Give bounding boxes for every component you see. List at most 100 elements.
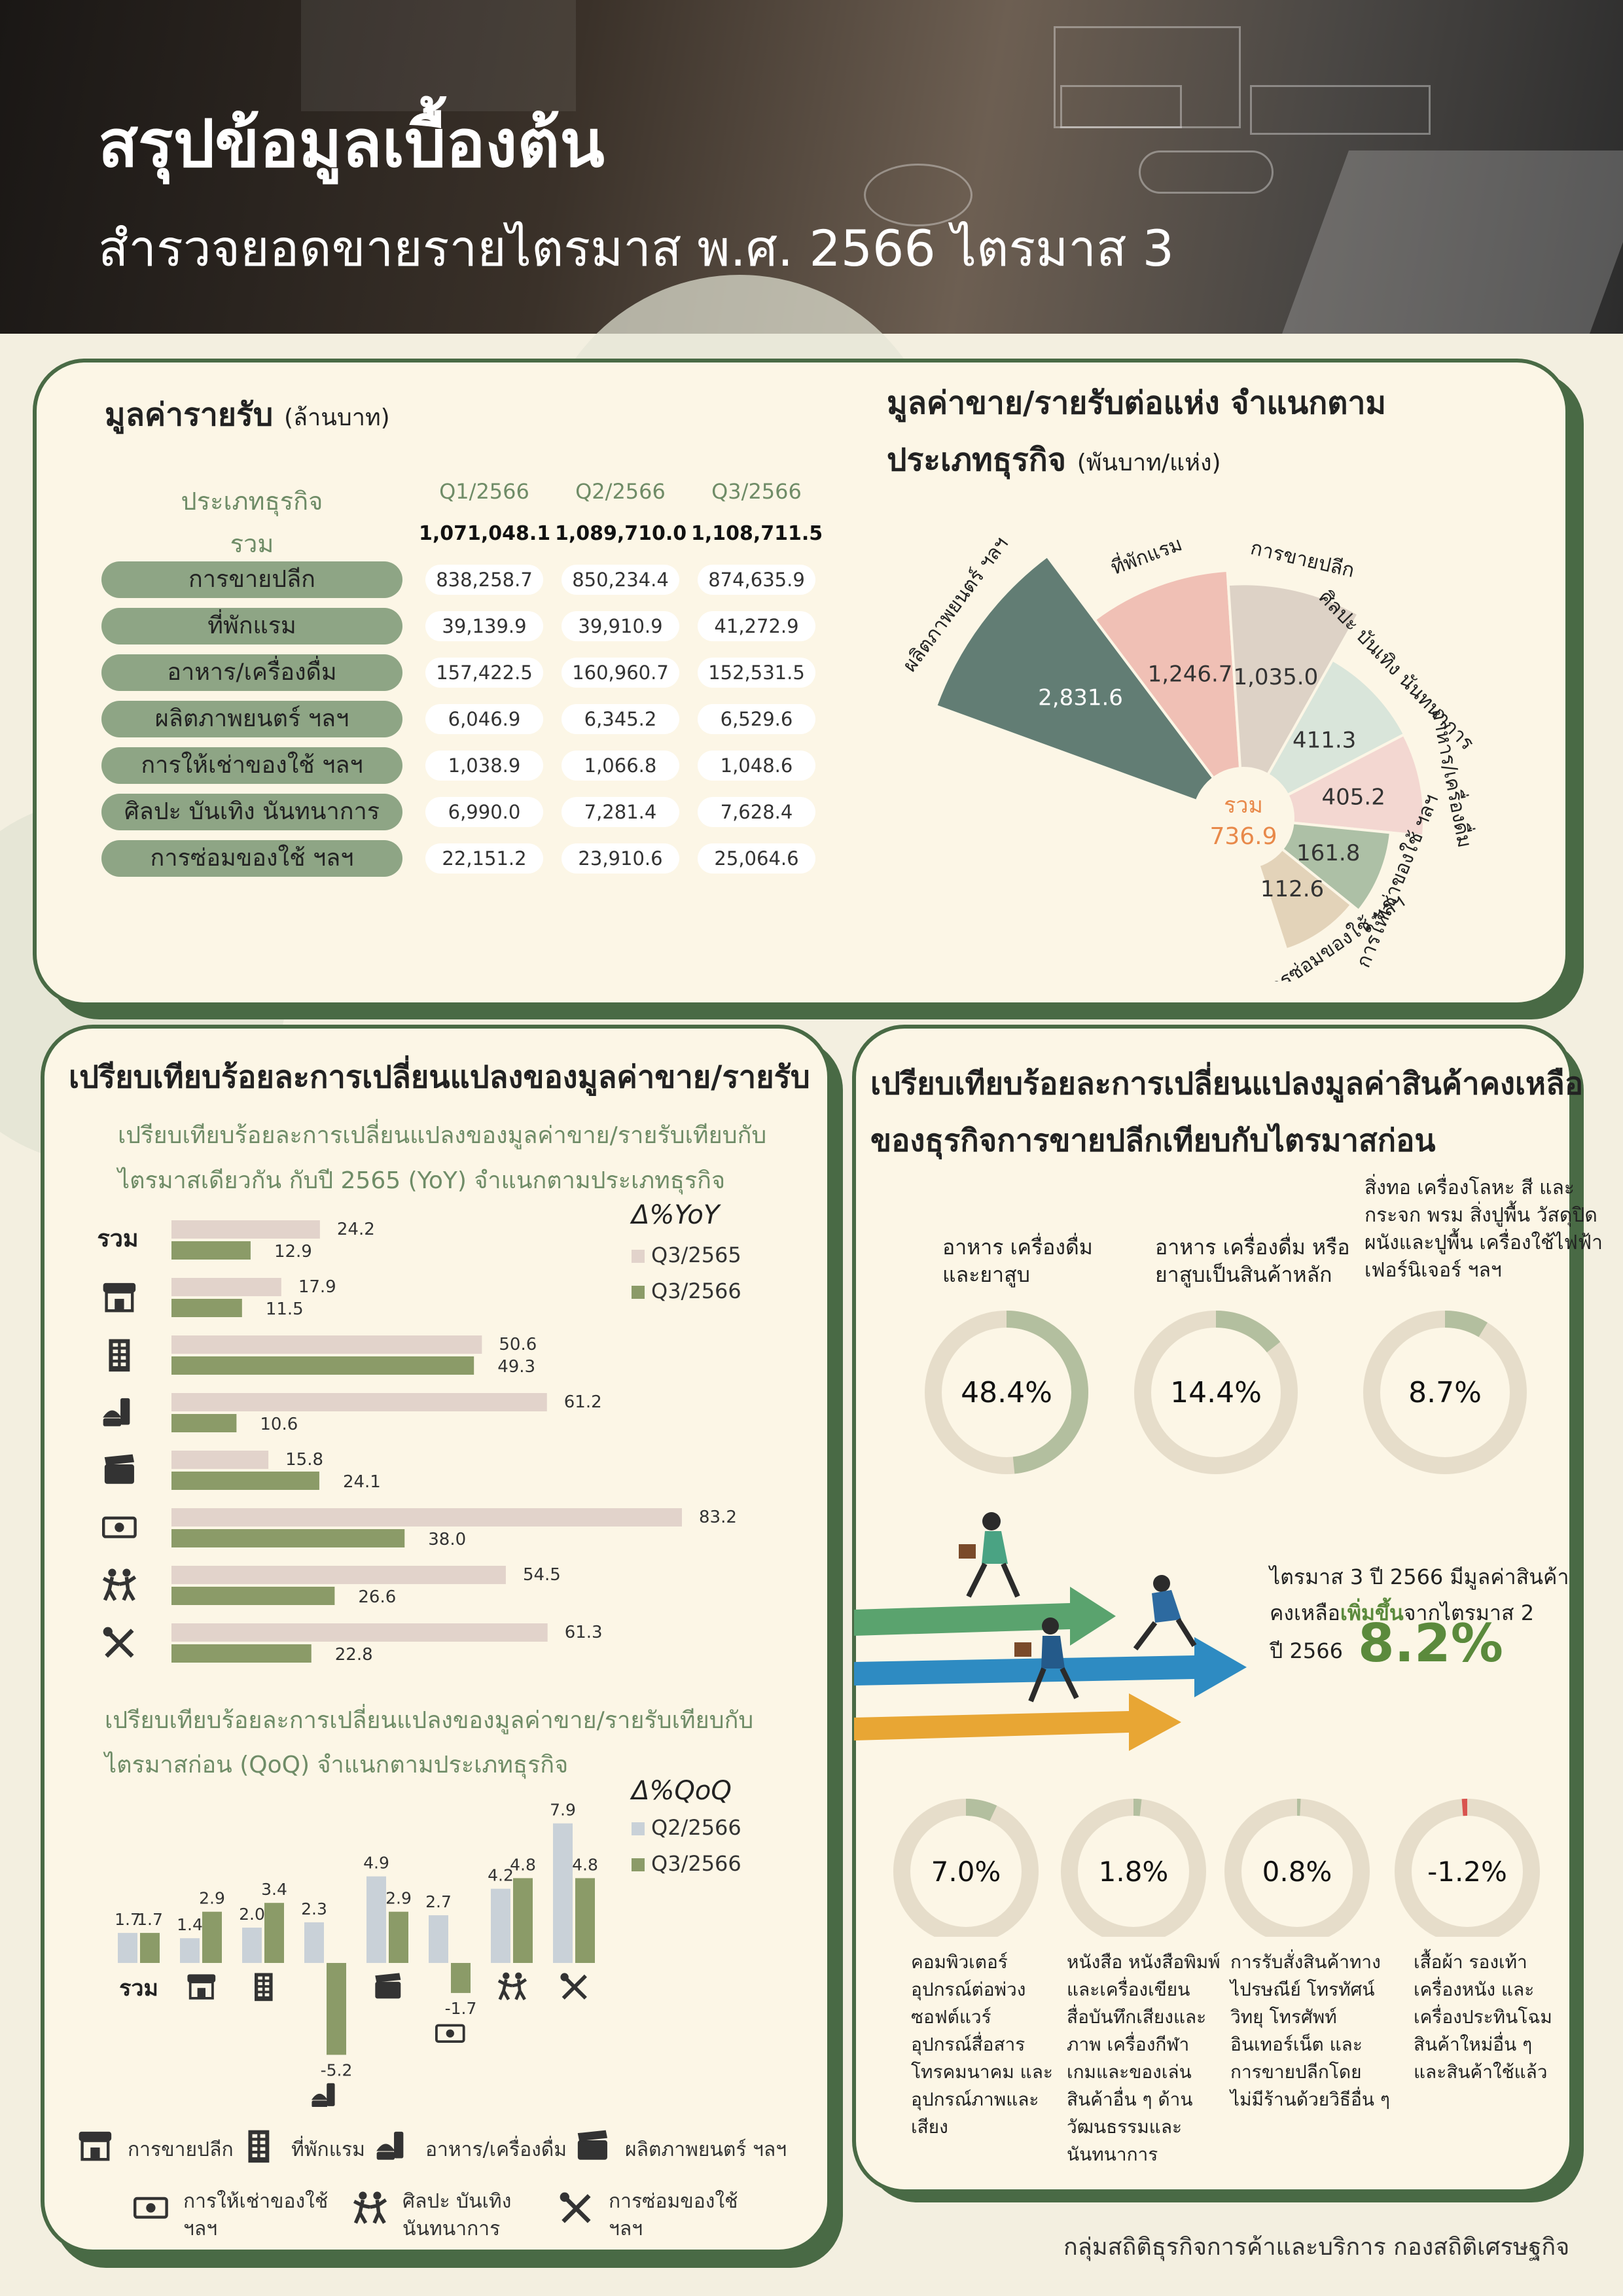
yoy-subtitle-2: ไตรมาสเดียวกัน กับปี 2565 (YoY) จำแนกตาม… <box>118 1167 726 1194</box>
legend-label: ผลิตภาพยนตร์ ฯลฯ <box>625 2138 787 2161</box>
inventory-label-food: อาหาร เครื่องดื่ม และยาสูบ <box>942 1235 1093 1287</box>
table-cell: 874,635.9 <box>698 565 815 595</box>
clapper-body <box>577 2140 607 2160</box>
tools-icon <box>103 1627 134 1658</box>
building-window <box>120 1362 126 1366</box>
dance-icon <box>102 1568 137 1601</box>
per-est-title-1: มูลค่าขาย/รายรับต่อแห่ง จำแนกตาม <box>887 385 1387 421</box>
tools-icon <box>560 2192 591 2223</box>
qoq-bar-q3 <box>140 1933 160 1963</box>
table-cell: 41,272.9 <box>698 611 815 641</box>
food-icon <box>312 2083 335 2107</box>
building-body <box>109 1339 130 1372</box>
building-window <box>264 1993 270 1997</box>
inventory-donut-charts: 48.4% 14.4% 8.7% 7.0% 1.8% 0.8% -1.2% <box>893 1311 1540 1937</box>
dance-icon <box>497 1972 527 2000</box>
inventory-desc-line: การรับสั่งสินค้าทาง <box>1230 1951 1381 1973</box>
money-icon <box>102 1516 137 1538</box>
legend-icon <box>353 2191 387 2224</box>
building-body <box>255 1973 273 2002</box>
dancer-body <box>497 1978 527 2000</box>
yoy-value-label: 17.9 <box>298 1277 336 1297</box>
inventory-summary-2: คงเหลือเพิ่มขึ้นจากไตรมาส 2 <box>1270 1600 1535 1625</box>
pie-value-label: 1,035.0 <box>1233 664 1318 690</box>
revenue-title: มูลค่ารายรับ (ล้านบาท) <box>105 397 390 433</box>
yoy-value-label: 24.2 <box>337 1220 375 1239</box>
qoq-bar-q2 <box>118 1933 137 1963</box>
yoy-value-label: 11.5 <box>266 1299 304 1319</box>
tools-icon <box>560 1973 587 2000</box>
per-est-title-2: ประเภทธุรกิจ (พันบาท/แห่ง) <box>887 442 1221 478</box>
legend-label: ศิลปะ บันเทิง <box>402 2190 512 2213</box>
wrench-head <box>560 1973 569 1981</box>
inventory-title-1: เปรียบเทียบร้อยละการเปลี่ยนแปลงมูลค่าสิน… <box>870 1066 1584 1102</box>
building-icon <box>109 1339 130 1372</box>
qoq-bar-q2 <box>180 1938 200 1963</box>
legend-label: ฯลฯ <box>183 2217 218 2240</box>
yoy-value-label: 12.9 <box>274 1242 312 1262</box>
inventory-desc-line: เครื่องหนัง และ <box>1414 1979 1535 2000</box>
qoq-bar-q3 <box>327 1963 346 2055</box>
legend-swatch <box>632 1250 645 1263</box>
inventory-desc-line: สินค้าใหม่อื่น ๆ <box>1414 2034 1533 2055</box>
pie-slice <box>1226 582 1361 822</box>
table-cell: 1,038.9 <box>425 751 543 781</box>
qoq-bar-q2 <box>429 1915 448 1963</box>
donut-arc <box>1061 1799 1206 1937</box>
wrench-head <box>103 1627 113 1636</box>
qoq-value-label: 2.9 <box>385 1889 412 1908</box>
pie-category-label: การขายปลีก <box>1248 537 1356 582</box>
building-window <box>113 1343 118 1347</box>
burger-top <box>376 2144 395 2151</box>
legend-label: อาหาร/เครื่องดื่ม <box>425 2138 567 2161</box>
qoq-subtitle-1: เปรียบเทียบร้อยละการเปลี่ยนแปลงของมูลค่า… <box>105 1707 754 1734</box>
clapper-icon <box>104 1454 135 1484</box>
yoy-bar-q3-2566 <box>171 1241 251 1260</box>
money-bill <box>134 2197 168 2219</box>
donut-arc <box>925 1311 1088 1474</box>
yoy-bar-q3-2565 <box>171 1508 682 1527</box>
legend-label: ที่พักแรม <box>291 2138 365 2161</box>
qoq-value-label: 4.8 <box>510 1855 536 1874</box>
inventory-desc-line: วัฒนธรรมและ <box>1067 2116 1183 2138</box>
yoy-bar-q3-2565 <box>171 1451 269 1469</box>
donut-arc <box>893 1799 1039 1937</box>
legend-swatch <box>632 1286 645 1299</box>
yoy-bar-q3-2566 <box>171 1356 474 1375</box>
table-row-label: อาหาร/เครื่องดื่ม <box>101 654 402 691</box>
yoy-legend-label: Q3/2566 <box>651 1279 741 1303</box>
building-window <box>258 1982 262 1985</box>
inventory-desc-line: ไปรษณีย์ โทรทัศน์ <box>1230 1979 1375 2000</box>
qoq-bar-q2 <box>553 1823 573 1963</box>
footer-text: กลุ่มสถิติธุรกิจการค้าและบริการ กองสถิติ… <box>1063 2234 1570 2261</box>
yoy-bar-q3-2566 <box>171 1414 237 1432</box>
inventory-desc-line: และสินค้าใช้แล้ว <box>1414 2061 1548 2083</box>
inventory-title-2: ของธุรกิจการขายปลีกเทียบกับไตรมาสก่อน <box>870 1123 1436 1159</box>
table-row-label: การให้เช่าของใช้ ฯลฯ <box>101 747 402 784</box>
dancer-head <box>108 1568 116 1577</box>
pie-center-value: 736.9 <box>1209 823 1277 850</box>
donut-value-label: 8.7% <box>1408 1376 1482 1409</box>
yoy-value-label: 50.6 <box>499 1335 537 1354</box>
qoq-value-label: 4.8 <box>572 1855 598 1874</box>
wrench-head <box>560 2192 569 2202</box>
building-icon <box>248 2130 270 2163</box>
money-bill <box>435 2024 465 2043</box>
yoy-bar-q3-2565 <box>171 1335 482 1354</box>
pie-center <box>1192 767 1294 869</box>
qoq-bar-q2 <box>366 1876 386 1963</box>
qoq-value-label: 3.4 <box>261 1880 287 1899</box>
building-window <box>264 1987 270 1991</box>
qoq-bar-q3 <box>389 1911 408 1963</box>
qoq-legend-title: Δ%QoQ <box>630 1780 732 1806</box>
clapper-top <box>577 2130 608 2142</box>
inventory-desc-line: เสียง <box>911 2116 948 2138</box>
dancer-head <box>122 1568 131 1577</box>
qoq-value-label: 2.9 <box>199 1889 225 1908</box>
table-total-q3: 1,108,711.5 <box>691 522 823 545</box>
yoy-value-label: 49.3 <box>497 1357 535 1377</box>
qoq-bar-q2 <box>242 1928 262 1963</box>
yoy-bar-q3-2566 <box>171 1299 242 1317</box>
yoy-bar-q3-2566 <box>171 1529 405 1547</box>
yoy-legend-label: Q3/2565 <box>651 1243 741 1267</box>
